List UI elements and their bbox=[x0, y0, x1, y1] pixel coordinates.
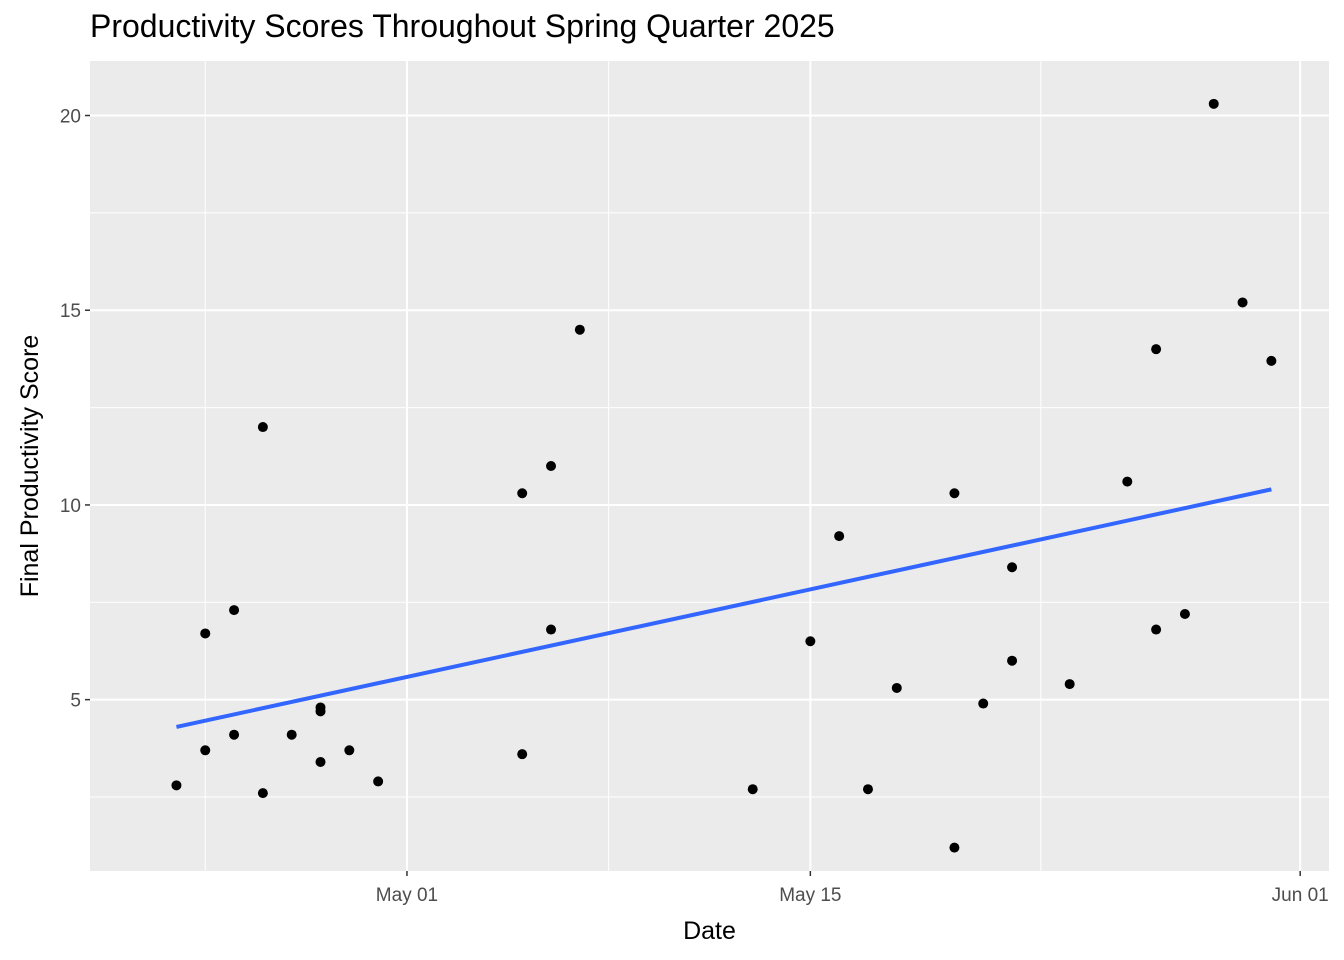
plot-panel bbox=[90, 61, 1329, 871]
data-point bbox=[1179, 608, 1190, 619]
minor-gridlines bbox=[90, 61, 1329, 871]
data-point bbox=[1007, 655, 1018, 666]
data-point bbox=[257, 788, 268, 799]
data-point bbox=[1237, 297, 1248, 308]
data-point bbox=[229, 729, 240, 740]
trend-line-group bbox=[176, 487, 1272, 729]
data-points bbox=[171, 98, 1277, 853]
trend-line bbox=[176, 487, 1272, 729]
data-point bbox=[171, 780, 182, 791]
data-point bbox=[862, 784, 873, 795]
x-tick-label: May 15 bbox=[779, 885, 841, 906]
data-point bbox=[229, 605, 240, 616]
y-tick-label: 15 bbox=[60, 301, 81, 322]
data-point bbox=[344, 745, 355, 756]
data-point bbox=[1064, 679, 1075, 690]
x-tick-label: Jun 01 bbox=[1272, 885, 1329, 906]
data-point bbox=[286, 729, 297, 740]
data-point bbox=[1122, 476, 1133, 487]
axes: 5 10 15 20 May 01 May 15 Jun 01 bbox=[60, 107, 1329, 906]
y-tick-label: 10 bbox=[60, 496, 81, 517]
data-point bbox=[949, 842, 960, 853]
data-point bbox=[747, 784, 758, 795]
data-point bbox=[891, 682, 902, 693]
chart-title: Productivity Scores Throughout Spring Qu… bbox=[90, 8, 835, 44]
y-tick-label: 20 bbox=[60, 107, 81, 128]
data-point bbox=[546, 461, 557, 471]
data-point bbox=[373, 776, 384, 787]
data-point bbox=[517, 488, 528, 499]
data-point bbox=[1151, 344, 1162, 355]
x-tick-label: May 01 bbox=[376, 885, 438, 906]
data-point bbox=[546, 624, 557, 635]
data-point bbox=[517, 749, 528, 760]
data-point bbox=[1007, 562, 1018, 573]
data-point bbox=[1266, 355, 1277, 366]
data-point bbox=[1208, 98, 1219, 109]
y-tick-label: 5 bbox=[70, 691, 81, 712]
data-point bbox=[257, 422, 268, 433]
data-point bbox=[1151, 624, 1162, 635]
data-point bbox=[805, 636, 816, 647]
data-point bbox=[834, 531, 845, 542]
y-axis-title: Final Productivity Score bbox=[16, 335, 44, 598]
data-point bbox=[978, 698, 989, 709]
x-axis-title: Date bbox=[683, 917, 736, 945]
data-point bbox=[574, 324, 585, 335]
data-point bbox=[200, 628, 211, 639]
data-point bbox=[315, 756, 326, 767]
data-point bbox=[949, 488, 960, 499]
data-point bbox=[200, 745, 211, 756]
data-point bbox=[315, 706, 326, 717]
